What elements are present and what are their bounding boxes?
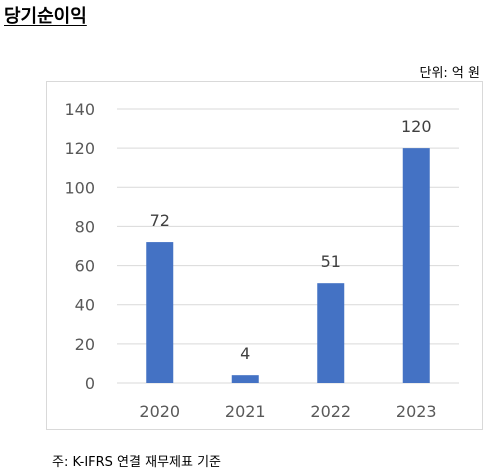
data-label: 120: [401, 117, 432, 136]
data-label: 51: [321, 252, 341, 271]
y-tick-label: 80: [75, 217, 95, 236]
y-tick-label: 40: [75, 296, 95, 315]
bar-chart: 0 20 40 60 80 100 120 140 72 2020 4 2021 51 2022 120 20…: [64, 100, 459, 421]
x-category-label: 2023: [396, 402, 437, 421]
x-category-label: 2021: [225, 402, 266, 421]
bar-2020: [146, 242, 174, 383]
x-category-label: 2020: [139, 402, 180, 421]
y-tick-label: 100: [64, 178, 95, 197]
y-tick-label: 140: [64, 100, 95, 119]
y-tick-label: 20: [75, 335, 95, 354]
chart-frame: 0 20 40 60 80 100 120 140 72 2020 4 2021 51 2022 120 20…: [46, 81, 483, 430]
bar-2023: [402, 148, 430, 383]
footnote: 주: K-IFRS 연결 재무제표 기준: [52, 455, 221, 470]
page-title: 당기순이익: [4, 6, 87, 27]
bar-2022: [317, 283, 345, 383]
data-label: 4: [240, 344, 250, 363]
bar-2021: [231, 375, 259, 383]
y-tick-label: 120: [64, 139, 95, 158]
y-tick-label: 60: [75, 257, 95, 276]
data-label: 72: [150, 211, 170, 230]
x-category-label: 2022: [310, 402, 351, 421]
unit-label: 단위: 억 원: [419, 66, 481, 81]
y-tick-label: 0: [85, 374, 95, 393]
